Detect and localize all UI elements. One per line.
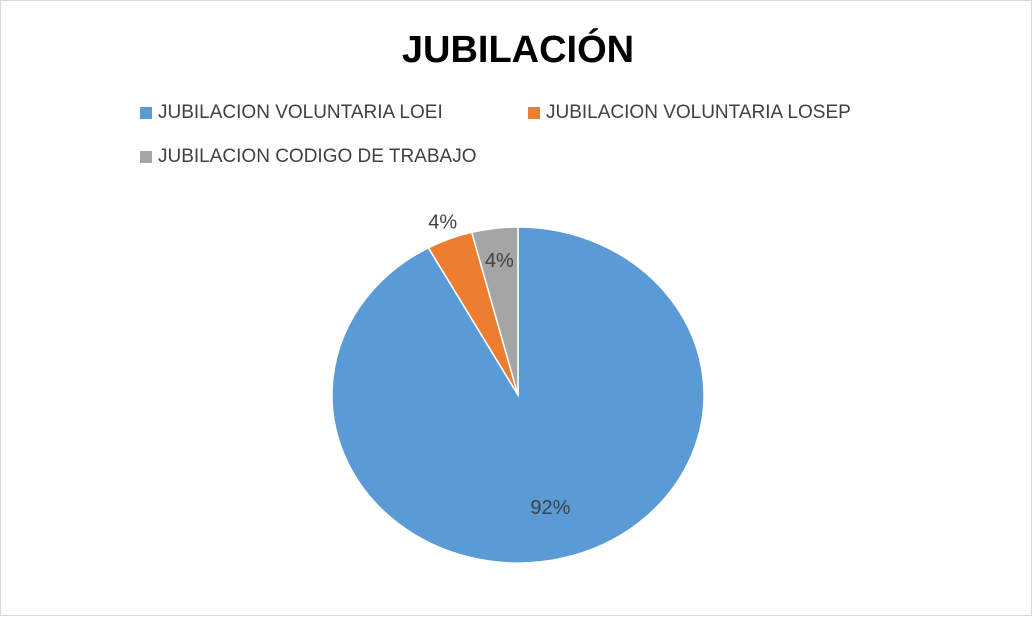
data-label: 4% [428,211,457,233]
data-label: 92% [530,497,570,519]
legend-swatch [140,107,152,119]
legend-swatch [528,107,540,119]
legend-swatch [140,151,152,163]
chart-title: JUBILACIÓN [402,27,634,71]
legend-label: JUBILACION VOLUNTARIA LOEI [158,102,443,123]
pie-slice [470,226,519,396]
legend-label: JUBILACION CODIGO DE TRABAJO [158,146,476,167]
legend-label: JUBILACION VOLUNTARIA LOSEP [546,102,851,123]
data-label: 4% [485,250,514,272]
